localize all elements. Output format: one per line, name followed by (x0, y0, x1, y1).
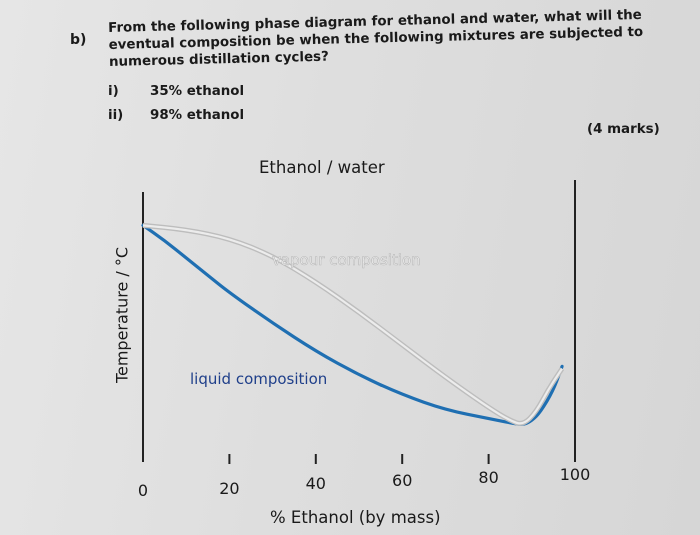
question-label: b) (70, 32, 87, 48)
x-tick-label-0: 0 (138, 481, 148, 500)
x-tick-label-40: 40 (306, 474, 326, 493)
x-tick-label-20: 20 (219, 479, 239, 498)
liquid-composition-curve (141, 223, 564, 426)
chart-ticks: 0 20 40 60 80 100 (138, 454, 590, 500)
chart-annotations: liquid composition vapour composition (190, 251, 421, 388)
x-tick-label-100: 100 (560, 465, 591, 484)
vapour-composition-label: vapour composition (272, 251, 421, 269)
item-2-number: ii) (108, 108, 124, 123)
x-tick-label-80: 80 (478, 468, 498, 487)
liquid-composition-label: liquid composition (190, 370, 327, 388)
chart-axes (142, 180, 576, 462)
marks-label: (4 marks) (587, 122, 660, 137)
item-1-text: 35% ethanol (150, 84, 245, 99)
item-2-text: 98% ethanol (150, 108, 245, 123)
vapour-composition-curve (142, 224, 563, 425)
chart-curves (141, 222, 565, 426)
x-axis-label: % Ethanol (by mass) (270, 508, 441, 527)
chart-title: Ethanol / water (259, 158, 385, 177)
item-1-number: i) (108, 84, 119, 99)
x-tick-label-60: 60 (392, 471, 412, 490)
